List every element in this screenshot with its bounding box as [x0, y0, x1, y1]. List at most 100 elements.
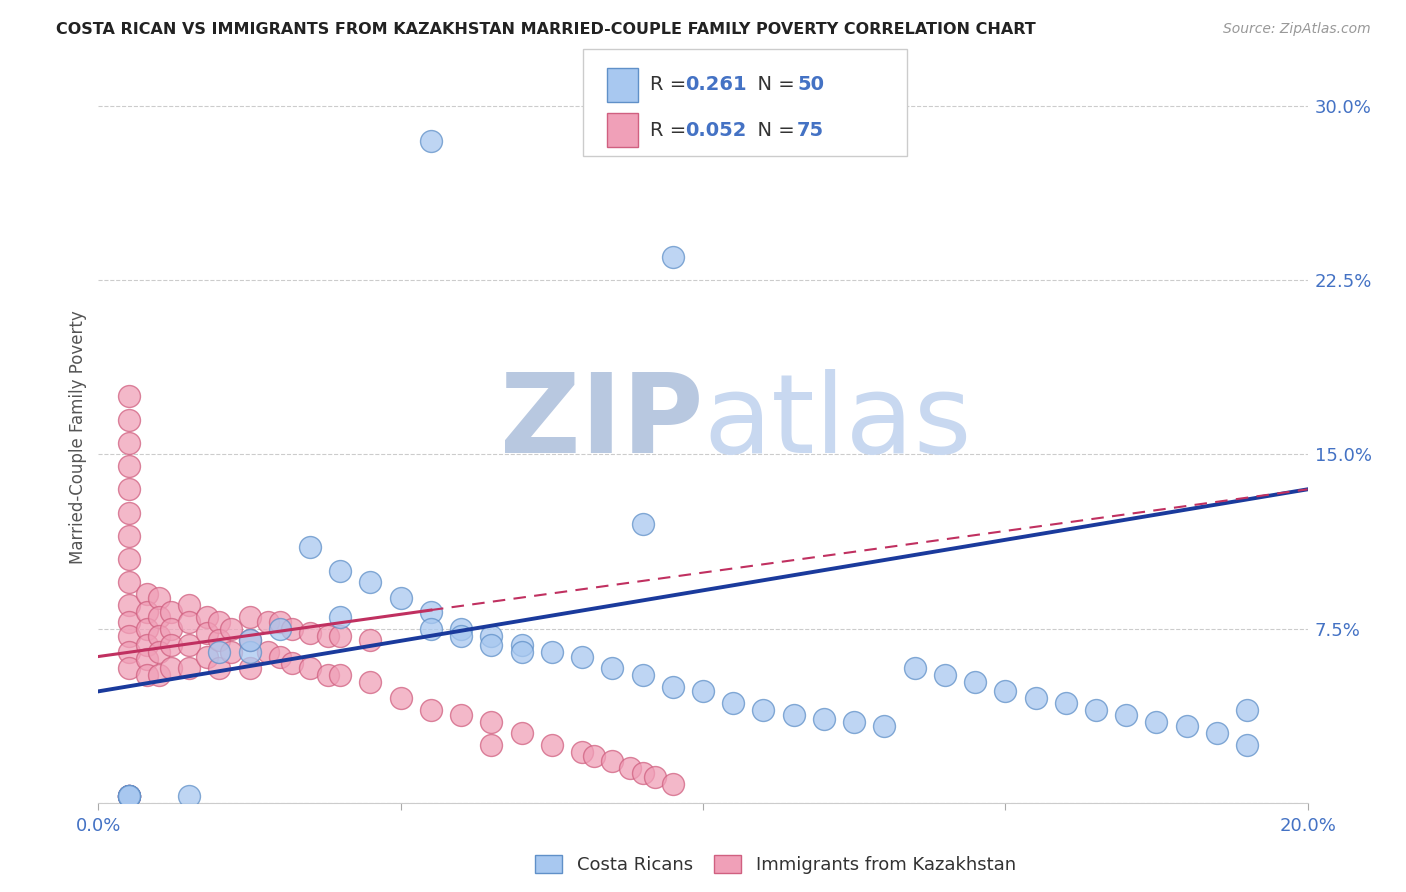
Point [148, 645, 170, 659]
Point [179, 599, 201, 613]
Point [239, 610, 262, 624]
Point [118, 615, 141, 629]
Point [904, 661, 927, 675]
Point [481, 629, 503, 643]
Point [269, 649, 291, 664]
Point [118, 789, 141, 803]
Point [299, 541, 322, 555]
Text: N =: N = [745, 120, 801, 139]
Point [1054, 696, 1077, 710]
Point [1236, 703, 1258, 717]
Point [160, 661, 183, 675]
Point [481, 714, 503, 729]
Point [1236, 738, 1258, 752]
Text: 0.052: 0.052 [685, 120, 747, 139]
Point [481, 738, 503, 752]
Point [239, 661, 262, 675]
Point [118, 789, 141, 803]
Point [148, 629, 170, 643]
Point [118, 389, 141, 403]
Point [135, 668, 157, 682]
Point [179, 789, 201, 803]
Point [118, 661, 141, 675]
Point [208, 633, 231, 648]
Point [389, 691, 412, 706]
Text: R =: R = [650, 76, 692, 95]
Text: N =: N = [745, 76, 801, 95]
Point [148, 610, 170, 624]
Point [619, 761, 641, 775]
Point [389, 591, 412, 606]
Point [239, 633, 262, 648]
Point [299, 661, 322, 675]
Point [571, 649, 593, 664]
Point [420, 622, 443, 636]
Point [450, 707, 472, 722]
Point [631, 765, 654, 780]
Point [510, 726, 533, 740]
Point [221, 645, 243, 659]
Point [420, 703, 443, 717]
Point [662, 250, 685, 264]
Point [934, 668, 956, 682]
Point [208, 661, 231, 675]
Point [118, 483, 141, 497]
Point [256, 645, 278, 659]
Text: 75: 75 [797, 120, 824, 139]
Point [135, 587, 157, 601]
Text: 50: 50 [797, 76, 824, 95]
Point [644, 770, 666, 784]
Text: ZIP: ZIP [499, 369, 703, 476]
Point [195, 610, 218, 624]
Point [118, 789, 141, 803]
Point [510, 638, 533, 652]
Point [195, 626, 218, 640]
Point [316, 668, 339, 682]
Point [118, 459, 141, 474]
Point [269, 615, 291, 629]
Point [1144, 714, 1167, 729]
Point [135, 652, 157, 666]
Point [540, 738, 562, 752]
Point [481, 638, 503, 652]
Point [450, 629, 472, 643]
Point [420, 134, 443, 148]
Point [208, 645, 231, 659]
Point [631, 517, 654, 532]
Point [873, 719, 896, 733]
Point [571, 745, 593, 759]
Legend: Costa Ricans, Immigrants from Kazakhstan: Costa Ricans, Immigrants from Kazakhstan [527, 847, 1024, 881]
Point [329, 668, 352, 682]
Point [813, 712, 835, 726]
Point [1115, 707, 1137, 722]
Point [1024, 691, 1046, 706]
Text: R =: R = [650, 120, 692, 139]
Point [844, 714, 866, 729]
Point [208, 615, 231, 629]
Text: COSTA RICAN VS IMMIGRANTS FROM KAZAKHSTAN MARRIED-COUPLE FAMILY POVERTY CORRELAT: COSTA RICAN VS IMMIGRANTS FROM KAZAKHSTA… [56, 22, 1036, 37]
Text: Source: ZipAtlas.com: Source: ZipAtlas.com [1223, 22, 1371, 37]
Point [118, 645, 141, 659]
Point [118, 789, 141, 803]
Point [160, 638, 183, 652]
Point [1175, 719, 1198, 733]
Point [118, 575, 141, 590]
Point [148, 668, 170, 682]
Point [118, 436, 141, 450]
Point [281, 622, 304, 636]
Point [135, 606, 157, 620]
Point [510, 645, 533, 659]
Point [256, 615, 278, 629]
Point [148, 591, 170, 606]
Point [965, 675, 987, 690]
Point [299, 626, 322, 640]
Point [329, 629, 352, 643]
Point [118, 506, 141, 520]
Point [118, 789, 141, 803]
Y-axis label: Married-Couple Family Poverty: Married-Couple Family Poverty [69, 310, 87, 564]
Point [783, 707, 806, 722]
Point [360, 633, 382, 648]
Point [540, 645, 562, 659]
Point [360, 675, 382, 690]
Point [179, 615, 201, 629]
